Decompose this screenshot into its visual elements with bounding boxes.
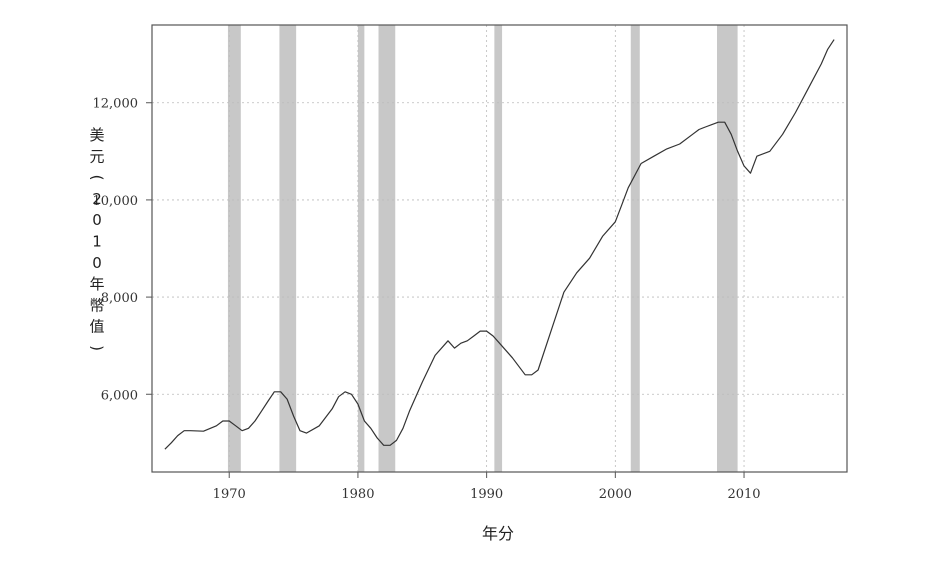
recession-band xyxy=(630,25,640,472)
x-tick-label: 2000 xyxy=(599,487,632,502)
y-axis-title-char: 值 xyxy=(89,318,104,336)
recession-band xyxy=(378,25,396,472)
recession-band xyxy=(717,25,738,472)
y-tick-label: 12,000 xyxy=(93,97,139,112)
axis-ticks: 1970 1980 1990 2000 20106,0008,00010,00012,0… xyxy=(93,97,761,502)
series-line xyxy=(164,39,835,450)
x-axis-title: 年分 xyxy=(482,524,514,543)
y-axis-title-char: 0 xyxy=(92,254,102,272)
gridlines xyxy=(152,25,847,472)
y-axis-title-char: 2 xyxy=(92,190,102,208)
recession-band xyxy=(227,25,241,472)
y-axis-title-char: 幣 xyxy=(89,296,104,314)
y-tick-label: 6,000 xyxy=(101,388,138,403)
y-axis-title: 美元 (2 0 1 0 年幣值) xyxy=(88,126,106,351)
series-layer xyxy=(164,39,835,450)
y-axis-title-char: 元 xyxy=(89,147,104,165)
recession-band xyxy=(279,25,297,472)
y-axis-title-char: ( xyxy=(88,175,106,181)
x-tick-label: 2010 xyxy=(727,487,760,502)
x-tick-label: 1990 xyxy=(470,487,503,502)
y-tick-label: 8,000 xyxy=(101,291,138,306)
y-axis-title-char: 1 xyxy=(92,233,102,251)
plot-frame xyxy=(151,24,848,473)
x-tick-label: 1970 xyxy=(213,487,246,502)
y-axis-title-char: 0 xyxy=(92,211,102,229)
y-tick-label: 10,000 xyxy=(93,194,139,209)
recession-band xyxy=(494,25,503,472)
recession-band xyxy=(357,25,365,472)
y-axis-title-char: 年 xyxy=(89,275,104,293)
y-axis-title-char: ) xyxy=(88,345,106,351)
x-tick-label: 1980 xyxy=(341,487,374,502)
recession-bands xyxy=(227,25,738,472)
y-axis-title-char: 美 xyxy=(89,126,104,144)
